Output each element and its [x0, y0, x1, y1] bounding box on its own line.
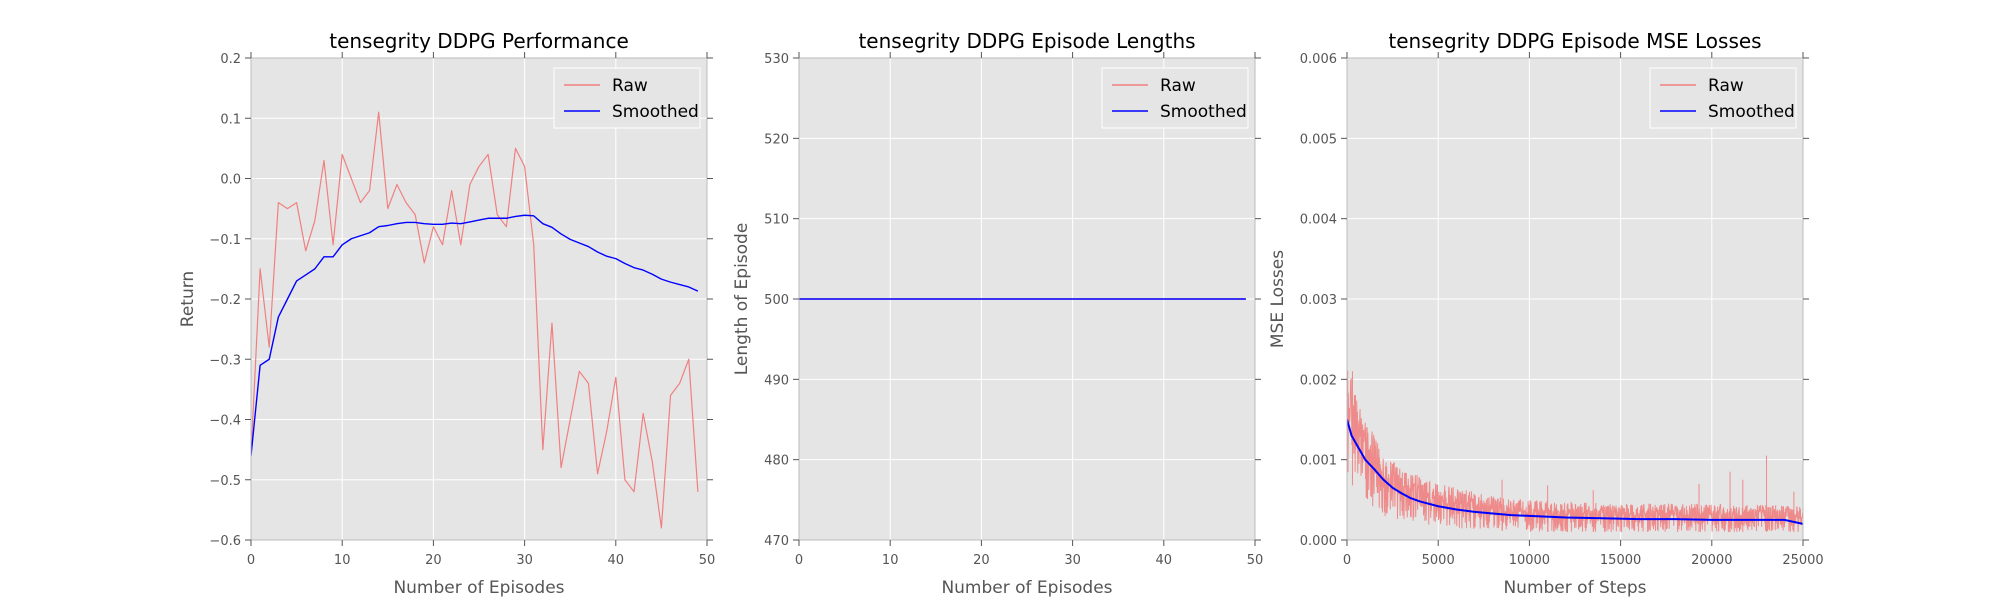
y-tick-label: −0.1	[209, 233, 241, 248]
series-line-raw	[251, 111, 699, 529]
y-tick-label: 0.0	[220, 173, 241, 188]
chart-panel-2: 0 10 20 30 40 50 470 480 490 500 510 520 530 tensegri…	[732, 29, 1263, 598]
legend: Raw Smoothed	[1649, 67, 1797, 129]
y-tick-label: −0.2	[209, 293, 241, 308]
y-tick-label: 490	[764, 373, 789, 388]
y-tick-label: 480	[764, 454, 789, 469]
x-tick-label: 20000	[1691, 553, 1732, 568]
x-tick-label: 25000	[1782, 553, 1823, 568]
y-tick-label: −0.4	[209, 414, 241, 429]
legend-box	[553, 67, 701, 129]
y-axis-label: Return	[178, 271, 198, 327]
x-axis-label: Number of Episodes	[941, 578, 1112, 598]
series-line-smoothed	[1347, 419, 1803, 525]
y-tick-label: −0.5	[209, 474, 241, 489]
y-tick-label: 530	[764, 52, 789, 67]
chart-panel-3: 0 5000 10000 15000 20000 25000 0.000 0.001 0.002…	[1268, 29, 1824, 598]
y-tick-label: 0.001	[1300, 454, 1337, 469]
y-tick-label: 0.1	[220, 112, 241, 127]
y-tick-label: 0.002	[1300, 373, 1337, 388]
legend-label-raw: Raw	[1708, 76, 1744, 96]
y-tick-label: 0.005	[1300, 132, 1337, 147]
y-axis-label: Length of Episode	[732, 223, 752, 376]
x-tick-label: 15000	[1600, 553, 1641, 568]
legend-box	[1101, 67, 1249, 129]
chart-title: tensegrity DDPG Performance	[329, 29, 629, 53]
x-tick-label: 50	[699, 553, 716, 568]
x-tick-label: 10	[334, 553, 351, 568]
legend-label-raw: Raw	[612, 76, 648, 96]
y-tick-label: 0.000	[1300, 534, 1337, 549]
y-tick-label: 0.003	[1300, 293, 1337, 308]
x-axis-label: Number of Steps	[1503, 578, 1646, 598]
y-axis-label: MSE Losses	[1268, 250, 1288, 348]
x-tick-label: 40	[608, 553, 625, 568]
chart-panel-1: 0 10 20 30 40 50 −0.6 −0.5 −0.4 −0.3 −0.2 −0.1 0.0 0.…	[178, 29, 715, 598]
x-tick-label: 30	[516, 553, 533, 568]
legend-box	[1649, 67, 1797, 129]
legend: Raw Smoothed	[1101, 67, 1249, 129]
x-tick-label: 40	[1156, 553, 1173, 568]
y-tick-label: 510	[764, 213, 789, 228]
x-tick-label: 50	[1247, 553, 1264, 568]
legend-label-smoothed: Smoothed	[1160, 102, 1247, 122]
y-tick-label: −0.6	[209, 534, 241, 549]
x-tick-label: 10	[882, 553, 899, 568]
legend-label-raw: Raw	[1160, 76, 1196, 96]
x-tick-label: 0	[247, 553, 255, 568]
series-line-smoothed	[251, 214, 699, 456]
x-tick-label: 0	[1343, 553, 1351, 568]
y-tick-label: 0.004	[1300, 213, 1337, 228]
x-tick-label: 10000	[1509, 553, 1550, 568]
chart-title: tensegrity DDPG Episode MSE Losses	[1388, 29, 1761, 53]
x-axis-label: Number of Episodes	[393, 578, 564, 598]
plot-data	[251, 111, 699, 529]
y-tick-label: −0.3	[209, 353, 241, 368]
y-tick-label: 470	[764, 534, 789, 549]
legend: Raw Smoothed	[553, 67, 701, 129]
x-tick-label: 30	[1064, 553, 1081, 568]
y-tick-label: 500	[764, 293, 789, 308]
y-tick-label: 520	[764, 132, 789, 147]
x-tick-label: 0	[795, 553, 803, 568]
y-tick-label: 0.2	[220, 52, 241, 67]
x-tick-label: 20	[425, 553, 442, 568]
legend-label-smoothed: Smoothed	[1708, 102, 1795, 122]
legend-label-smoothed: Smoothed	[612, 102, 699, 122]
series-line-raw	[1347, 370, 1803, 532]
x-tick-label: 5000	[1422, 553, 1455, 568]
x-tick-label: 20	[973, 553, 990, 568]
plot-data	[1347, 370, 1803, 532]
y-tick-label: 0.006	[1300, 52, 1337, 67]
chart-title: tensegrity DDPG Episode Lengths	[858, 29, 1195, 53]
